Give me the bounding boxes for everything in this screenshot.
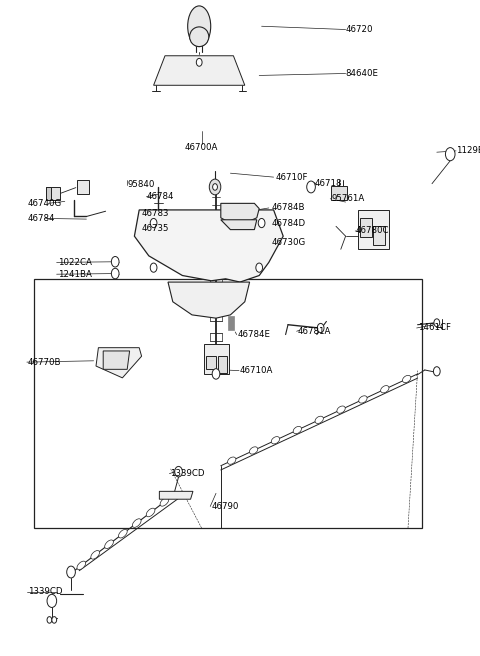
Circle shape xyxy=(307,181,315,193)
Text: 1241BA: 1241BA xyxy=(58,270,92,279)
Ellipse shape xyxy=(293,426,301,434)
Bar xyxy=(373,226,385,245)
Text: 46740G: 46740G xyxy=(28,199,62,208)
Circle shape xyxy=(213,184,217,190)
Polygon shape xyxy=(168,282,250,318)
Text: 46710F: 46710F xyxy=(276,173,309,182)
Ellipse shape xyxy=(228,457,236,464)
Ellipse shape xyxy=(105,540,113,548)
Bar xyxy=(34,279,422,528)
Bar xyxy=(46,187,51,200)
Circle shape xyxy=(150,263,157,272)
Text: 46770B: 46770B xyxy=(28,358,61,367)
Text: 46718: 46718 xyxy=(314,179,342,188)
Bar xyxy=(204,344,229,374)
Circle shape xyxy=(434,319,440,327)
Text: 46784E: 46784E xyxy=(238,330,271,339)
Text: 1339CD: 1339CD xyxy=(170,469,205,478)
Polygon shape xyxy=(154,56,245,85)
Text: 95840: 95840 xyxy=(127,180,155,190)
Text: 46780C: 46780C xyxy=(355,226,389,236)
Text: 1339CD: 1339CD xyxy=(28,587,62,596)
Polygon shape xyxy=(221,203,259,223)
Circle shape xyxy=(209,179,221,195)
Circle shape xyxy=(258,218,265,228)
Circle shape xyxy=(67,566,75,578)
Ellipse shape xyxy=(91,550,99,559)
Ellipse shape xyxy=(337,406,345,413)
Text: 46730G: 46730G xyxy=(271,238,305,247)
Ellipse shape xyxy=(190,27,209,47)
Text: 46790: 46790 xyxy=(211,502,239,511)
Text: 46784: 46784 xyxy=(146,192,174,201)
Circle shape xyxy=(196,58,202,66)
Polygon shape xyxy=(159,491,193,499)
Circle shape xyxy=(175,466,182,477)
Ellipse shape xyxy=(271,437,280,444)
Text: 1129EM: 1129EM xyxy=(456,146,480,155)
Circle shape xyxy=(111,256,119,267)
Text: 46700A: 46700A xyxy=(185,143,218,152)
Polygon shape xyxy=(103,351,130,369)
Text: 46710A: 46710A xyxy=(240,366,274,375)
Bar xyxy=(77,180,89,194)
Ellipse shape xyxy=(146,508,155,517)
Bar xyxy=(218,356,227,373)
Polygon shape xyxy=(134,210,283,282)
Polygon shape xyxy=(221,220,257,230)
Ellipse shape xyxy=(188,6,211,47)
Text: 46720: 46720 xyxy=(346,25,373,34)
Ellipse shape xyxy=(119,529,127,538)
Circle shape xyxy=(47,594,57,607)
Ellipse shape xyxy=(132,519,141,527)
Ellipse shape xyxy=(77,561,85,569)
Circle shape xyxy=(150,218,157,228)
Ellipse shape xyxy=(315,416,324,424)
Circle shape xyxy=(317,323,324,333)
Bar xyxy=(206,356,216,369)
Text: 1461CF: 1461CF xyxy=(418,323,451,333)
Bar xyxy=(331,186,347,200)
Circle shape xyxy=(445,148,455,161)
Text: 46735: 46735 xyxy=(142,224,169,233)
Circle shape xyxy=(256,263,263,272)
Text: 46784: 46784 xyxy=(28,214,55,223)
Circle shape xyxy=(47,617,52,623)
Ellipse shape xyxy=(250,447,258,454)
Text: 46784B: 46784B xyxy=(271,203,305,213)
Text: 95761A: 95761A xyxy=(331,194,364,203)
Bar xyxy=(360,218,372,237)
Polygon shape xyxy=(96,348,142,378)
Text: 1022CA: 1022CA xyxy=(58,258,92,267)
Text: 46783: 46783 xyxy=(142,209,169,218)
Circle shape xyxy=(111,268,119,279)
Ellipse shape xyxy=(160,498,169,506)
Ellipse shape xyxy=(403,375,411,382)
Text: 46781A: 46781A xyxy=(298,327,331,336)
Circle shape xyxy=(52,617,57,623)
Circle shape xyxy=(433,367,440,376)
Text: 46784D: 46784D xyxy=(271,218,305,228)
Ellipse shape xyxy=(381,386,389,393)
Bar xyxy=(46,187,60,200)
Circle shape xyxy=(192,18,199,28)
Bar xyxy=(358,210,389,249)
Ellipse shape xyxy=(359,396,367,403)
Text: 84640E: 84640E xyxy=(346,69,379,78)
Bar xyxy=(228,316,234,330)
Circle shape xyxy=(212,369,220,379)
